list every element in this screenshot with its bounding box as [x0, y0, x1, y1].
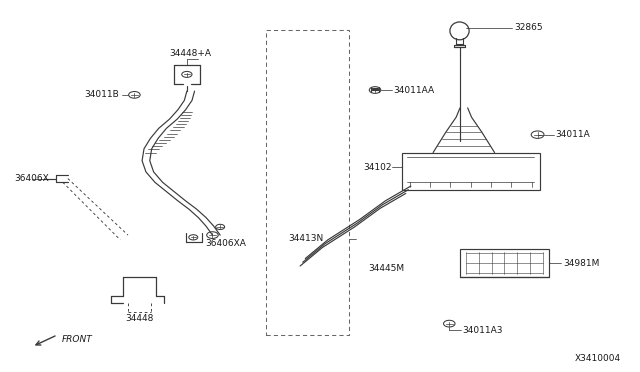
- Text: FRONT: FRONT: [61, 335, 92, 344]
- Bar: [266, 30, 349, 335]
- Text: 34981M: 34981M: [563, 259, 600, 268]
- Text: 32865: 32865: [515, 23, 543, 32]
- Text: 34102: 34102: [363, 163, 392, 172]
- Text: 34448+A: 34448+A: [169, 49, 211, 58]
- Bar: [402, 153, 540, 190]
- Text: 34413N: 34413N: [288, 234, 323, 243]
- Bar: [460, 249, 549, 277]
- Text: 34011AA: 34011AA: [394, 86, 435, 94]
- Text: 34011B: 34011B: [84, 90, 119, 99]
- Text: 34445M: 34445M: [368, 264, 404, 273]
- Text: 36406X: 36406X: [14, 174, 49, 183]
- Text: 34011A3: 34011A3: [463, 326, 503, 335]
- Text: X3410004: X3410004: [575, 354, 621, 363]
- Text: 36406XA: 36406XA: [205, 239, 246, 248]
- Text: 34011A: 34011A: [556, 130, 590, 139]
- Text: 34448: 34448: [125, 314, 154, 323]
